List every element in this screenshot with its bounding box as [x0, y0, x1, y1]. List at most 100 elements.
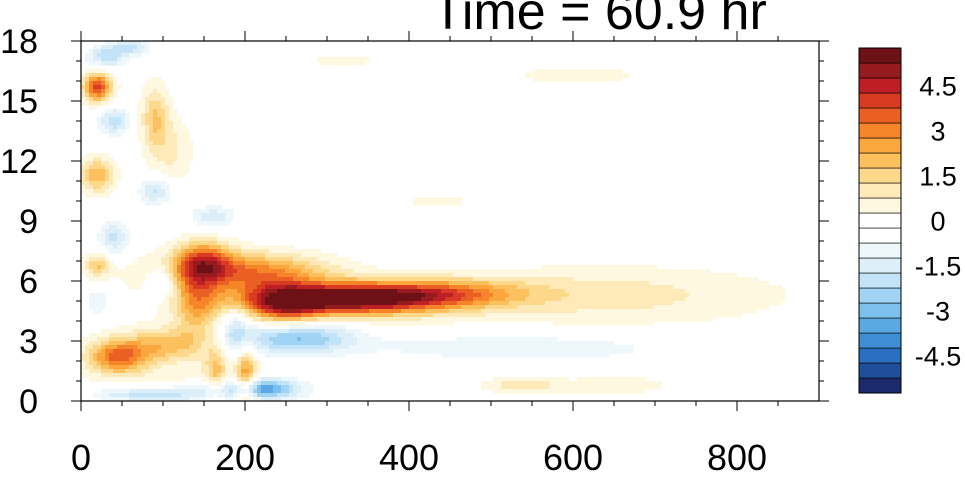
field-cell — [329, 333, 334, 338]
field-cell — [477, 277, 482, 282]
field-cell — [513, 345, 518, 350]
field-cell — [109, 237, 114, 242]
field-cell — [593, 381, 598, 386]
field-cell — [97, 265, 102, 270]
field-cell — [477, 269, 482, 274]
field-cell — [173, 321, 178, 326]
field-cell — [441, 349, 446, 354]
field-cell — [353, 285, 358, 290]
field-cell — [529, 341, 534, 346]
field-cell — [709, 289, 714, 294]
field-cell — [325, 313, 330, 318]
field-cell — [153, 333, 158, 338]
field-cell — [225, 337, 230, 342]
field-cell — [269, 309, 274, 314]
field-cell — [577, 345, 582, 350]
field-cell — [521, 281, 526, 286]
field-cell — [217, 341, 222, 346]
field-cell — [381, 321, 386, 326]
field-cell — [281, 305, 286, 310]
field-cell — [725, 313, 730, 318]
field-cell — [461, 293, 466, 298]
field-cell — [569, 381, 574, 386]
field-cell — [453, 305, 458, 310]
field-cell — [425, 273, 430, 278]
field-cell — [505, 389, 510, 394]
field-cell — [533, 317, 538, 322]
field-cell — [165, 273, 170, 278]
field-cell — [149, 129, 154, 134]
field-cell — [157, 337, 162, 342]
field-cell — [341, 285, 346, 290]
field-cell — [177, 277, 182, 282]
field-cell — [121, 241, 126, 246]
field-cell — [417, 349, 422, 354]
field-cell — [249, 281, 254, 286]
field-cell — [425, 297, 430, 302]
field-cell — [393, 313, 398, 318]
field-cell — [85, 161, 90, 166]
field-cell — [497, 313, 502, 318]
field-cell — [261, 305, 266, 310]
field-cell — [241, 261, 246, 266]
field-cell — [469, 277, 474, 282]
field-cell — [161, 109, 166, 114]
field-cell — [277, 321, 282, 326]
field-cell — [181, 397, 186, 401]
field-cell — [149, 197, 154, 202]
field-cell — [101, 397, 106, 401]
field-cell — [177, 365, 182, 370]
field-cell — [589, 377, 594, 382]
field-cell — [609, 345, 614, 350]
field-cell — [177, 265, 182, 270]
field-cell — [425, 277, 430, 282]
field-cell — [185, 241, 190, 246]
field-cell — [365, 293, 370, 298]
colorbar-box — [858, 287, 902, 304]
field-cell — [109, 269, 114, 274]
field-cell — [105, 85, 110, 90]
field-cell — [109, 377, 114, 382]
field-cell — [565, 281, 570, 286]
field-cell — [329, 257, 334, 262]
field-cell — [193, 309, 198, 314]
field-cell — [97, 361, 102, 366]
field-cell — [209, 253, 214, 258]
field-cell — [273, 337, 278, 342]
field-cell — [165, 341, 170, 346]
field-cell — [185, 305, 190, 310]
field-cell — [389, 341, 394, 346]
field-cell — [173, 293, 178, 298]
field-cell — [569, 353, 574, 358]
field-cell — [113, 225, 118, 230]
field-cell — [105, 81, 110, 86]
field-cell — [405, 313, 410, 318]
field-cell — [605, 321, 610, 326]
field-cell — [709, 305, 714, 310]
field-cell — [121, 125, 126, 130]
field-cell — [101, 305, 106, 310]
field-cell — [313, 341, 318, 346]
field-cell — [205, 333, 210, 338]
field-cell — [205, 329, 210, 334]
field-cell — [577, 77, 582, 82]
field-cell — [557, 289, 562, 294]
field-cell — [281, 309, 286, 314]
field-cell — [89, 105, 94, 110]
field-cell — [429, 269, 434, 274]
field-cell — [733, 289, 738, 294]
field-cell — [177, 137, 182, 142]
field-cell — [689, 285, 694, 290]
field-cell — [133, 397, 138, 401]
field-cell — [593, 309, 598, 314]
colorbar-box — [858, 92, 902, 109]
field-cell — [245, 277, 250, 282]
field-cell — [133, 281, 138, 286]
field-cell — [773, 297, 778, 302]
field-cell — [541, 297, 546, 302]
field-cell — [565, 389, 570, 394]
field-cell — [113, 53, 118, 58]
field-cell — [497, 309, 502, 314]
field-cell — [701, 269, 706, 274]
field-cell — [677, 277, 682, 282]
